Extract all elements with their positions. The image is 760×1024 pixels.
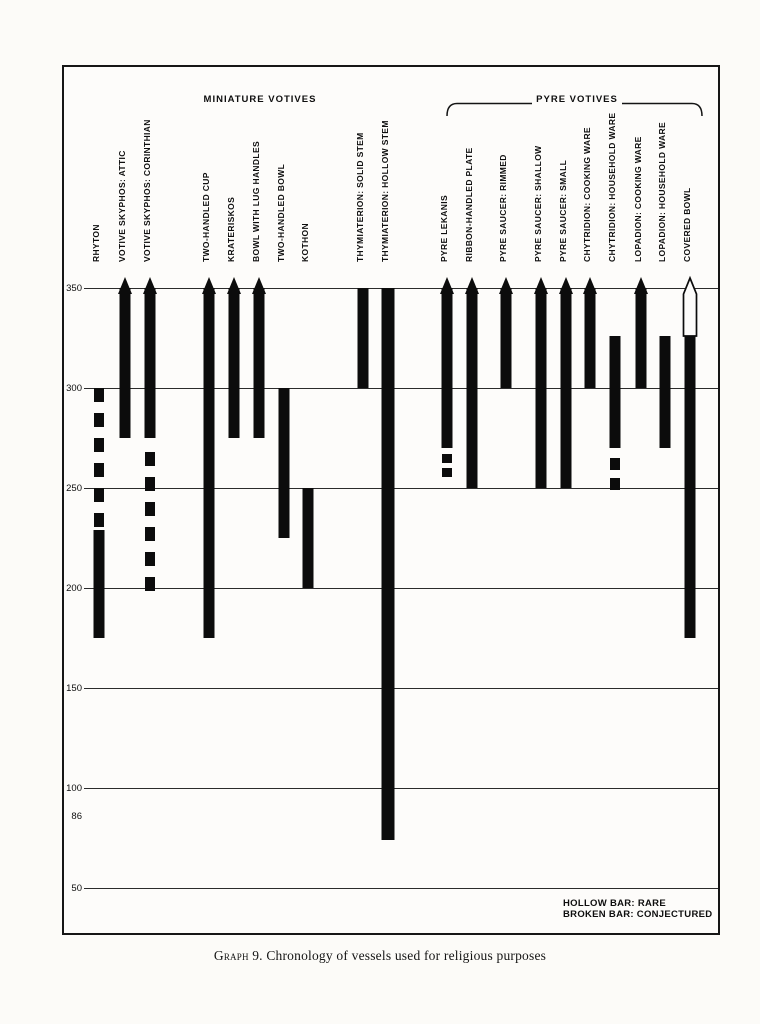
vessel-label-rhyton: RHYTON bbox=[90, 224, 101, 262]
bar-broken-votive-skyphos-corinthian bbox=[145, 502, 155, 516]
bar-broken-pyre-lekanis bbox=[442, 468, 452, 477]
bar-broken-votive-skyphos-corinthian bbox=[145, 552, 155, 566]
bar-solid-votive-skyphos-corinthian bbox=[144, 288, 156, 438]
bar-solid-two-handled-bowl bbox=[278, 388, 290, 538]
bar-solid-lopadion-household-ware bbox=[659, 336, 671, 448]
bar-solid-bowl-with-lug-handles bbox=[253, 288, 265, 438]
bar-broken-votive-skyphos-corinthian bbox=[145, 577, 155, 591]
caption-text: Chronology of vessels used for religious… bbox=[266, 948, 547, 963]
bar-solid-pyre-saucer-shallow bbox=[535, 288, 547, 488]
legend-broken-bar: BROKEN BAR: CONJECTURED bbox=[563, 909, 713, 920]
bar-broken-rhyton bbox=[94, 488, 104, 502]
bar-solid-thymiaterion-solid-stem bbox=[357, 288, 369, 388]
axis-tick-200: 200 bbox=[66, 583, 82, 594]
bar-solid-krateriskos bbox=[228, 288, 240, 438]
bar-broken-votive-skyphos-corinthian bbox=[145, 527, 155, 541]
vessel-label-two-handled-bowl: TWO-HANDLED BOWL bbox=[275, 163, 286, 262]
chart-svg bbox=[84, 102, 718, 889]
header-pyre-votives: PYRE VOTIVES bbox=[536, 94, 618, 105]
bar-broken-votive-skyphos-corinthian bbox=[145, 477, 155, 491]
vessel-label-kothon: KOTHON bbox=[299, 223, 310, 262]
bar-solid-pyre-lekanis bbox=[441, 288, 453, 448]
bar-solid-kothon bbox=[302, 488, 314, 588]
vessel-label-pyre-saucer-rimmed: PYRE SAUCER: RIMMED bbox=[497, 154, 508, 262]
vessel-label-thymiaterion-hollow-stem: THYMIATERION: HOLLOW STEM bbox=[379, 120, 390, 262]
chart-area: MINIATURE VOTIVES PYRE VOTIVES 350 300 250… bbox=[64, 67, 718, 933]
bar-broken-chytridion-household-ware bbox=[610, 458, 620, 470]
bar-broken-votive-skyphos-corinthian bbox=[145, 452, 155, 466]
vessel-label-pyre-saucer-shallow: PYRE SAUCER: SHALLOW bbox=[532, 145, 543, 262]
bar-hollow-covered-bowl bbox=[682, 275, 698, 337]
axis-tick-50: 50 bbox=[71, 883, 82, 894]
axis-annotation-86: 86 bbox=[71, 811, 82, 822]
bar-broken-chytridion-household-ware bbox=[610, 478, 620, 490]
chart-frame: MINIATURE VOTIVES PYRE VOTIVES 350 300 250… bbox=[62, 65, 720, 935]
vessel-label-pyre-lekanis: PYRE LEKANIS bbox=[438, 194, 449, 262]
bar-solid-votive-skyphos-attic bbox=[119, 288, 131, 438]
bar-solid-rhyton bbox=[93, 530, 105, 638]
header-miniature-votives: MINIATURE VOTIVES bbox=[203, 94, 317, 105]
vessel-label-votive-skyphos-corinthian: VOTIVE SKYPHOS: CORINTHIAN bbox=[141, 119, 152, 262]
axis-tick-250: 250 bbox=[66, 483, 82, 494]
bar-solid-thymiaterion-hollow-stem bbox=[381, 288, 395, 840]
bar-solid-pyre-saucer-rimmed bbox=[500, 288, 512, 388]
pyre-votives-bracket bbox=[446, 102, 703, 117]
vessel-label-lopadion-household-ware: LOPADION: HOUSEHOLD WARE bbox=[656, 122, 667, 262]
legend-hollow-bar: HOLLOW BAR: RARE bbox=[563, 898, 666, 909]
vessel-label-chytridion-cooking-ware: CHYTRIDION: COOKING WARE bbox=[581, 127, 592, 262]
bar-broken-rhyton bbox=[94, 438, 104, 452]
bar-broken-rhyton bbox=[94, 388, 104, 402]
vessel-label-thymiaterion-solid-stem: THYMIATERION: SOLID STEM bbox=[354, 132, 365, 262]
caption-label: Graph 9. bbox=[213, 948, 263, 963]
vessel-label-chytridion-household-ware: CHYTRIDION: HOUSEHOLD WARE bbox=[606, 112, 617, 262]
bar-solid-pyre-saucer-small bbox=[560, 288, 572, 488]
bar-solid-chytridion-household-ware bbox=[609, 336, 621, 448]
vessel-label-votive-skyphos-attic: VOTIVE SKYPHOS: ATTIC bbox=[116, 150, 127, 262]
bar-solid-covered-bowl bbox=[684, 336, 696, 638]
vessel-label-krateriskos: KRATERISKOS bbox=[225, 196, 236, 262]
vessel-label-two-handled-cup: TWO-HANDLED CUP bbox=[200, 172, 211, 262]
vessel-label-pyre-saucer-small: PYRE SAUCER: SMALL bbox=[557, 159, 568, 262]
bar-solid-ribbon-handled-plate bbox=[466, 288, 478, 488]
bar-solid-lopadion-cooking-ware bbox=[635, 288, 647, 388]
bar-broken-rhyton bbox=[94, 463, 104, 477]
legend: HOLLOW BAR: RARE BROKEN BAR: CONJECTURED bbox=[563, 898, 712, 920]
vessel-label-ribbon-handled-plate: RIBBON-HANDLED PLATE bbox=[463, 147, 474, 262]
vessel-label-lopadion-cooking-ware: LOPADION: COOKING WARE bbox=[632, 136, 643, 262]
bar-broken-pyre-lekanis bbox=[442, 454, 452, 463]
bar-solid-chytridion-cooking-ware bbox=[584, 288, 596, 388]
axis-tick-150: 150 bbox=[66, 683, 82, 694]
axis-tick-100: 100 bbox=[66, 783, 82, 794]
vessel-label-covered-bowl: COVERED BOWL bbox=[681, 187, 692, 262]
axis-tick-350: 350 bbox=[66, 283, 82, 294]
axis-tick-300: 300 bbox=[66, 383, 82, 394]
vessel-label-bowl-with-lug-handles: BOWL WITH LUG HANDLES bbox=[250, 141, 261, 262]
caption: Graph 9. Chronology of vessels used for … bbox=[0, 948, 760, 964]
bar-solid-two-handled-cup bbox=[203, 288, 215, 638]
bar-broken-rhyton bbox=[94, 413, 104, 427]
bar-broken-rhyton bbox=[94, 513, 104, 527]
